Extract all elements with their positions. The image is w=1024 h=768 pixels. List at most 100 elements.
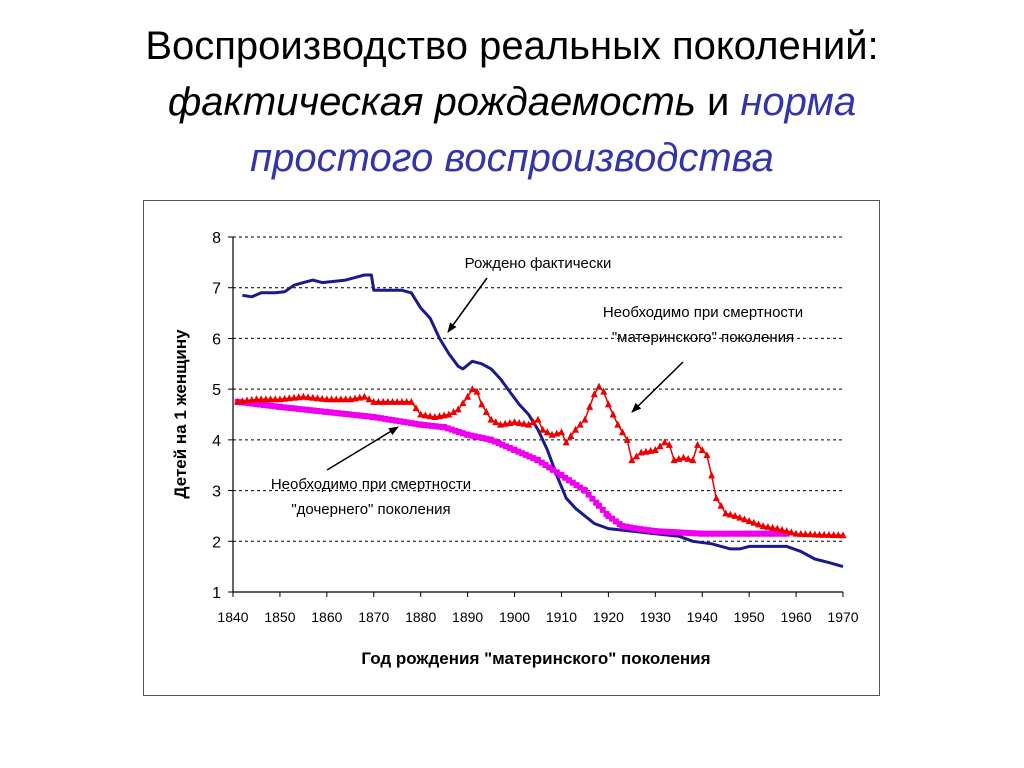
series-maternal-point: [811, 530, 819, 538]
series-maternal-point: [581, 415, 589, 423]
series-maternal-point: [576, 420, 584, 428]
series-daughter-point: [682, 529, 689, 536]
series-daughter-point: [459, 430, 466, 437]
series-maternal-point: [731, 511, 739, 519]
series-maternal-point: [698, 446, 706, 453]
series-maternal-point: [473, 387, 481, 395]
series-maternal-point: [773, 524, 781, 532]
series-maternal-point: [633, 452, 641, 460]
series-maternal-point: [304, 393, 312, 401]
series-maternal-point: [252, 395, 260, 403]
series-daughter-point: [718, 530, 724, 537]
x-tick-label: 1920: [593, 609, 624, 625]
series-daughter-point: [678, 529, 685, 536]
series-daughter-point: [342, 410, 349, 417]
series-maternal-point: [712, 494, 720, 502]
series-maternal-point: [313, 394, 321, 402]
series-daughter-point: [499, 441, 506, 448]
series-daughter-point: [612, 518, 619, 525]
series-maternal-point: [337, 395, 345, 403]
series-daughter-point: [385, 416, 392, 423]
series-maternal-point: [360, 392, 368, 400]
series-maternal-point: [703, 451, 711, 459]
series-daughter-point: [749, 530, 756, 537]
series-daughter-point: [310, 407, 317, 414]
x-tick-label: 1910: [546, 609, 577, 625]
annotation-maternal-line-2: "материнского" поколения: [612, 329, 794, 346]
series-maternal-point: [623, 435, 631, 443]
series-maternal-point: [609, 410, 617, 418]
series-maternal-point: [271, 395, 279, 403]
series-maternal-point: [830, 530, 838, 538]
slide-title: Воспроизводство реальных поколений: факт…: [0, 18, 1024, 186]
series-maternal-point: [234, 397, 242, 405]
series-maternal-point: [661, 438, 669, 446]
series-maternal-point: [450, 407, 458, 415]
series-maternal-point: [511, 418, 519, 426]
y-tick-label: 5: [212, 382, 221, 399]
series-daughter-point: [648, 527, 655, 534]
series-maternal-point: [726, 510, 734, 518]
series-maternal-point: [600, 387, 608, 395]
series-maternal-point: [764, 522, 772, 530]
series-maternal-point: [417, 410, 425, 418]
series-maternal-point: [421, 411, 429, 419]
series-maternal-point: [407, 397, 415, 405]
series-maternal-point: [834, 531, 842, 539]
series-daughter-point: [764, 530, 771, 537]
series-daughter-point: [503, 443, 510, 450]
series-maternal-point: [586, 402, 594, 410]
series-maternal-point: [332, 395, 340, 403]
series-maternal-point: [820, 530, 828, 538]
series-daughter-point: [659, 528, 666, 535]
series-daughter-point: [729, 530, 736, 537]
title-line-2: фактическая рождаемость и норма: [0, 74, 1024, 130]
series-daughter-point: [323, 408, 330, 415]
series-maternal-point: [816, 530, 824, 538]
series-daughter-point: [706, 530, 713, 537]
series-daughter-point: [757, 530, 764, 537]
series-daughter-point: [506, 444, 513, 451]
series-daughter-point: [538, 459, 545, 466]
series-daughter-point: [338, 410, 345, 417]
series-maternal-point: [689, 456, 697, 464]
series-daughter-point: [511, 447, 518, 453]
series-maternal-point: [529, 418, 537, 426]
series-maternal-point: [267, 395, 275, 403]
series-daughter-point: [550, 466, 557, 473]
series-maternal-point: [323, 395, 331, 403]
series-maternal-point: [567, 432, 575, 440]
series-daughter-point: [272, 403, 279, 410]
series-daughter-point: [721, 530, 728, 537]
series-maternal-point: [379, 397, 387, 405]
series-daughter-point: [361, 413, 368, 420]
annotation-actual-births: Рождено фактически: [465, 255, 612, 272]
series-maternal-point: [520, 419, 528, 427]
series-maternal-point: [412, 404, 420, 412]
series-daughter-point: [693, 530, 700, 537]
series-daughter-point: [515, 448, 522, 455]
series-maternal-point: [309, 393, 317, 401]
series-maternal-point: [618, 428, 626, 436]
series-daughter-point: [519, 450, 526, 457]
series-daughter-point: [699, 530, 706, 537]
series-maternal-point: [318, 394, 326, 402]
series-daughter-point: [573, 482, 580, 489]
series-daughter-point: [589, 495, 596, 502]
series-daughter-point: [288, 405, 295, 412]
series-maternal-point: [487, 415, 495, 423]
series-daughter-point: [577, 484, 584, 491]
series-maternal-point: [736, 513, 744, 521]
series-maternal-point: [464, 392, 472, 400]
series-daughter-point: [365, 413, 372, 420]
series-daughter-point: [432, 423, 439, 430]
series-maternal-point: [562, 438, 570, 446]
series-maternal-point: [370, 397, 378, 405]
series-maternal-point: [290, 393, 298, 401]
series-maternal-point: [328, 395, 336, 403]
series-maternal-point: [684, 454, 692, 462]
series-layer: [234, 273, 847, 569]
series-daughter-point: [773, 530, 780, 537]
series-daughter-point: [777, 530, 784, 537]
